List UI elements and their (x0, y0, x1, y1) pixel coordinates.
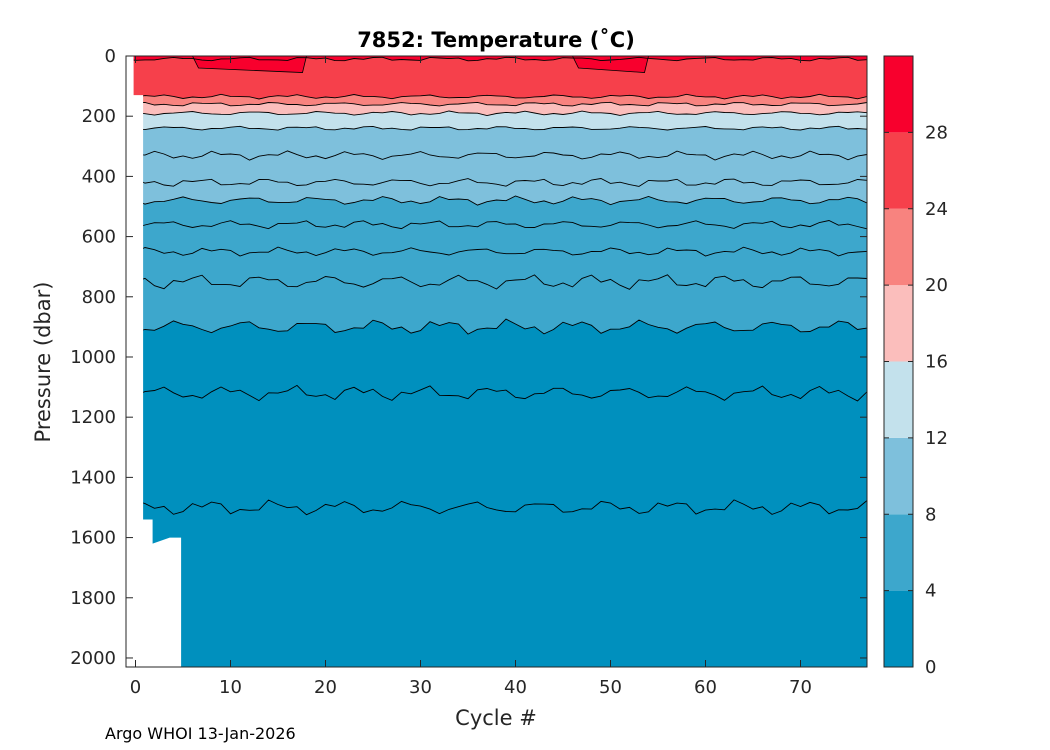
colorbar-tick-label: 24 (925, 199, 948, 220)
colorbar-band (884, 361, 913, 438)
y-tick-label: 2000 (70, 648, 116, 669)
isotherm-8c (126, 195, 867, 206)
colorbar-band (884, 590, 913, 667)
colorbar-band (884, 285, 913, 362)
no-data-region (126, 56, 182, 667)
x-axis-label: Cycle # (455, 706, 537, 730)
y-tick-label: 0 (105, 46, 116, 67)
isotherm-2c (126, 499, 867, 516)
isotherm-24c (126, 93, 867, 100)
x-tick-label: 70 (789, 677, 812, 698)
y-axis-label: Pressure (dbar) (31, 282, 55, 443)
isotherm-12c (126, 125, 867, 131)
isotherm-3c (126, 384, 867, 402)
isotherm-9c (126, 178, 867, 187)
colorbar-tick-label: 16 (925, 352, 948, 373)
colorbar-band (884, 208, 913, 286)
chart-title: 7852: Temperature (˚C) (357, 28, 635, 52)
y-tick-label: 1000 (70, 347, 116, 368)
y-tick-label: 1600 (70, 528, 116, 549)
x-tick-label: 10 (219, 677, 242, 698)
colorbar-tick-label: 20 (925, 275, 948, 296)
y-tick-label: 200 (82, 106, 116, 127)
x-tick-label: 60 (694, 677, 717, 698)
isotherm-7c (126, 220, 867, 230)
y-axis: 0 200 400 600 800 1000 1200 1400 1600 1800 2000 (70, 46, 867, 669)
isotherm-4c (126, 318, 867, 335)
x-tick-label: 30 (409, 677, 432, 698)
footer-credit: Argo WHOI 13-Jan-2026 (105, 724, 296, 743)
colorbar-tick-label: 8 (925, 504, 936, 525)
x-tick-label: 0 (130, 677, 141, 698)
colorbar-tick-label: 28 (925, 122, 948, 143)
contour-lines (126, 56, 867, 516)
y-tick-label: 1400 (70, 467, 116, 488)
no-data-fill (126, 56, 182, 667)
colorbar-band (884, 437, 913, 515)
colorbar-tick-label: 4 (925, 581, 936, 602)
y-tick-label: 800 (82, 287, 116, 308)
isotherm-20c (126, 101, 867, 107)
colorbar-tick-label: 0 (925, 657, 936, 678)
no-data-left-strip (126, 56, 134, 667)
warm-patch-1 (572, 56, 649, 73)
colorbar-band (884, 514, 913, 591)
isotherm-6c (126, 246, 867, 257)
isotherm-10c (126, 150, 867, 161)
y-tick-label: 1800 (70, 588, 116, 609)
x-axis: 0 10 20 30 40 50 60 70 (130, 56, 812, 698)
x-tick-label: 20 (314, 677, 337, 698)
colorbar-tick-label: 12 (925, 428, 948, 449)
plot-frame (125, 55, 868, 668)
fill-band-24c (126, 56, 867, 99)
colorbar-band (884, 56, 913, 133)
isotherm-16c (126, 110, 867, 117)
x-tick-label: 40 (504, 677, 527, 698)
y-tick-label: 600 (82, 227, 116, 248)
y-tick-label: 1200 (70, 407, 116, 428)
colorbar: 0 4 8 12 16 20 24 28 (883, 55, 948, 678)
colorbar-band (884, 132, 913, 209)
isotherm-28c (126, 56, 867, 62)
y-tick-label: 400 (82, 166, 116, 187)
contour-fills (126, 56, 867, 667)
isotherm-5c (126, 274, 867, 290)
x-tick-label: 50 (599, 677, 622, 698)
